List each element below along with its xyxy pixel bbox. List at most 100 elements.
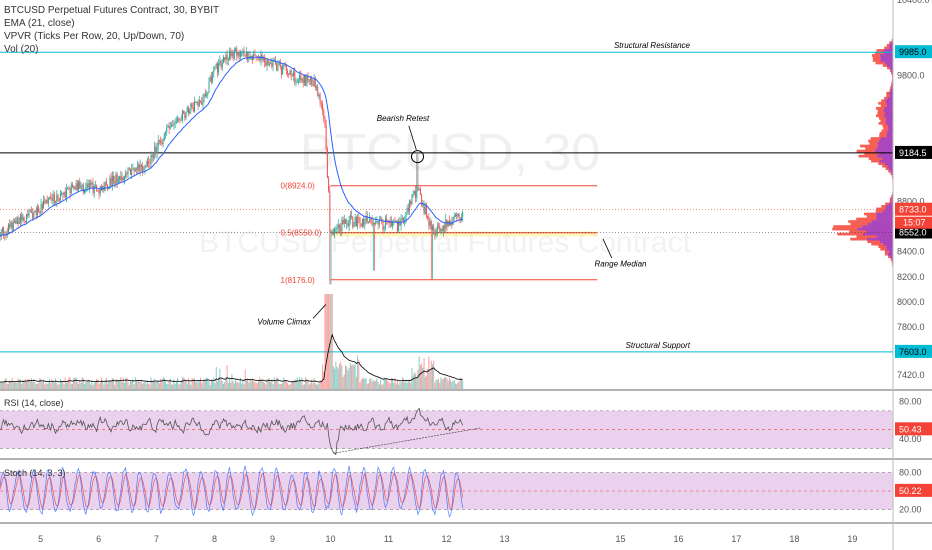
candle-body [441, 229, 443, 231]
candle-body [231, 52, 233, 56]
candle-body [366, 216, 368, 222]
candle-body [114, 181, 116, 184]
volume-bar [345, 365, 347, 389]
volume-bar [107, 383, 109, 389]
vpvr-row-down [875, 106, 885, 110]
volume-bar [105, 377, 107, 389]
stoch-axis-tick: 20.00 [899, 505, 922, 515]
candle-body [215, 63, 217, 66]
candle-body [126, 172, 128, 174]
volume-bars [0, 294, 464, 389]
candle-body [28, 211, 30, 217]
volume-bar [144, 381, 146, 389]
candle-body [357, 217, 359, 227]
vpvr-row-up [878, 152, 893, 155]
candle-body [371, 218, 373, 225]
vpvr-row-down [886, 94, 890, 98]
candle-body [363, 218, 365, 226]
countdown-text: 15:07 [903, 218, 926, 228]
volume-bar [53, 382, 55, 389]
volume-bar [306, 378, 308, 389]
candle-body [425, 206, 427, 216]
vpvr-row-up [883, 49, 893, 52]
volume-bar [81, 377, 83, 389]
volume-bar [255, 382, 257, 389]
volume-bar [371, 381, 373, 389]
candle-body [282, 65, 284, 75]
volume-bar [352, 364, 354, 389]
time-axis-tick: 18 [789, 534, 799, 544]
volume-bar [395, 383, 397, 389]
volume-bar [151, 380, 153, 389]
price-axis-badge [895, 45, 932, 59]
volume-bar [242, 380, 244, 389]
volume-bar [318, 383, 320, 389]
volume-bar [393, 382, 395, 389]
candle-body [148, 161, 150, 163]
candle-body [334, 229, 336, 234]
volume-bar [132, 379, 134, 389]
volume-bar [208, 381, 210, 389]
candle-body [266, 59, 268, 66]
vpvr-row-up [890, 255, 893, 259]
candle-body [290, 70, 292, 76]
candle-body [3, 227, 5, 235]
vpvr-row-down [884, 252, 888, 256]
volume-bar [93, 382, 95, 389]
vpvr-row-down [890, 84, 892, 88]
candle-body [6, 233, 8, 235]
candle-body [98, 190, 100, 194]
candle-body [183, 111, 185, 114]
vpvr-row-down [889, 197, 892, 201]
legend-vol[interactable]: Vol (20) [4, 44, 39, 55]
stoch-axis-tick: 80.00 [899, 467, 922, 477]
volume-bar [179, 383, 181, 389]
candle-body [210, 77, 212, 82]
volume-bar [92, 384, 94, 389]
volume-bar [400, 382, 402, 389]
vpvr-row-down [881, 99, 886, 103]
volume-bar [18, 379, 20, 389]
vpvr-row-down [884, 96, 888, 100]
vpvr-row-up [886, 64, 893, 67]
legend-vpvr[interactable]: VPVR (Ticks Per Row, 20, Up/Down, 70) [4, 31, 185, 42]
volume-bar [299, 377, 301, 389]
candle-body [412, 193, 414, 196]
candle-body [410, 200, 412, 205]
volume-bar [364, 379, 366, 389]
volume-bar [456, 384, 458, 389]
volume-bar [452, 380, 454, 389]
candle-body [0, 231, 2, 237]
candle-body [138, 164, 140, 171]
volume-bar [99, 382, 101, 389]
candle-body [454, 214, 456, 217]
candle-body [178, 118, 180, 120]
candle-body [150, 155, 152, 164]
candle-body [73, 187, 75, 188]
volume-bar [146, 380, 148, 389]
vpvr-row-up [883, 51, 893, 55]
vpvr-row-down [867, 240, 880, 244]
candle-body [245, 52, 247, 56]
vpvr-profile [832, 36, 893, 291]
legend-ema[interactable]: EMA (21, close) [4, 18, 75, 29]
volume-bar [110, 380, 112, 389]
volume-bar [63, 384, 65, 389]
candle-body [113, 176, 115, 182]
candle-body [237, 52, 239, 56]
volume-bar [79, 381, 81, 389]
vpvr-row-up [887, 129, 893, 133]
candle-body [12, 222, 14, 231]
candle-body [226, 54, 228, 61]
candle-body [61, 192, 63, 194]
volume-bar [143, 382, 145, 389]
candle-body [185, 112, 187, 119]
volume-bar [272, 384, 274, 389]
candle-body [343, 219, 345, 225]
candle-body [189, 110, 191, 114]
volume-bar [209, 384, 211, 389]
volume-bar [406, 382, 408, 389]
volume-bar [366, 383, 368, 389]
candle-body [389, 221, 391, 223]
volume-bar [212, 380, 214, 389]
